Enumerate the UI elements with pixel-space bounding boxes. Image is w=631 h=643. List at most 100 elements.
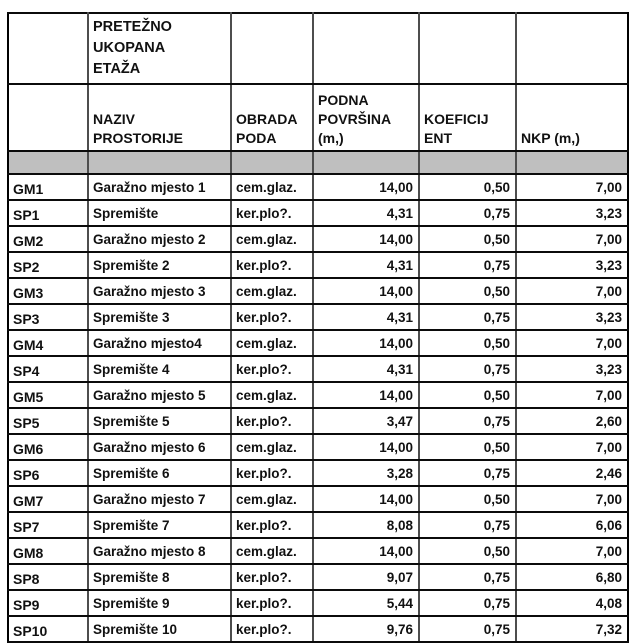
row-code-cell: SP9 xyxy=(7,589,89,617)
room-name-cell: Garažno mjesto 8 xyxy=(87,537,232,565)
header-coefficient-cell: KOEFICIJ ENT xyxy=(418,83,517,152)
floor-finish-cell: ker.plo?. xyxy=(230,251,314,279)
header-floor-finish-cell: OBRADA PODA xyxy=(230,83,314,152)
row-code-cell: SP10 xyxy=(7,615,89,643)
nkp-cell: 3,23 xyxy=(515,303,629,331)
row-code-cell: SP7 xyxy=(7,511,89,539)
row-code-cell: GM4 xyxy=(7,329,89,357)
room-name-cell: Garažno mjesto4 xyxy=(87,329,232,357)
floor-area-cell: 4,31 xyxy=(312,251,420,279)
room-name-cell: Spremište 8 xyxy=(87,563,232,591)
table-row: GM2 Garažno mjesto 2 cem.glaz. 14,00 0,50 7,0… xyxy=(7,225,629,253)
coefficient-cell: 0,75 xyxy=(418,459,517,487)
document-sheet: PRETEŽNO UKOPANA ETAŽA NAZIV PROSTORIJE … xyxy=(7,12,629,643)
room-name-cell: Garažno mjesto 2 xyxy=(87,225,232,253)
empty-cell xyxy=(230,12,314,85)
floor-finish-cell: cem.glaz. xyxy=(230,329,314,357)
nkp-cell: 3,23 xyxy=(515,199,629,227)
coefficient-cell: 0,75 xyxy=(418,563,517,591)
empty-cell xyxy=(7,12,89,85)
floor-finish-cell: ker.plo?. xyxy=(230,199,314,227)
room-name-cell: Garažno mjesto 7 xyxy=(87,485,232,513)
floor-finish-cell: cem.glaz. xyxy=(230,537,314,565)
floor-finish-cell: cem.glaz. xyxy=(230,173,314,201)
coefficient-cell: 0,75 xyxy=(418,407,517,435)
table-row: GM1 Garažno mjesto 1 cem.glaz. 14,00 0,50 7,0… xyxy=(7,173,629,201)
nkp-cell: 7,00 xyxy=(515,329,629,357)
table-row: SP3 Spremište 3 ker.plo?. 4,31 0,75 3,23 xyxy=(7,303,629,331)
row-code-cell: SP3 xyxy=(7,303,89,331)
floor-area-cell: 14,00 xyxy=(312,277,420,305)
row-code-cell: SP8 xyxy=(7,563,89,591)
row-code-cell: GM1 xyxy=(7,173,89,201)
spacer-cell xyxy=(312,150,420,175)
floor-area-cell: 9,07 xyxy=(312,563,420,591)
table-row: SP7 Spremište 7 ker.plo?. 8,08 0,75 6,06 xyxy=(7,511,629,539)
row-code-cell: SP2 xyxy=(7,251,89,279)
room-name-cell: Spremište 2 xyxy=(87,251,232,279)
room-name-cell: Spremište xyxy=(87,199,232,227)
floor-area-cell: 14,00 xyxy=(312,485,420,513)
nkp-cell: 7,00 xyxy=(515,485,629,513)
table-row: SP1 Spremište ker.plo?. 4,31 0,75 3,23 xyxy=(7,199,629,227)
nkp-cell: 7,00 xyxy=(515,381,629,409)
header-code-cell xyxy=(7,83,89,152)
floor-finish-cell: ker.plo?. xyxy=(230,563,314,591)
table-title-row: PRETEŽNO UKOPANA ETAŽA xyxy=(7,12,629,85)
table-row: SP10 Spremište 10 ker.plo?. 9,76 0,75 7,32 xyxy=(7,615,629,643)
floor-area-cell: 3,28 xyxy=(312,459,420,487)
row-code-cell: GM5 xyxy=(7,381,89,409)
room-name-cell: Spremište 3 xyxy=(87,303,232,331)
storey-title-cell: PRETEŽNO UKOPANA ETAŽA xyxy=(87,12,232,85)
floor-finish-cell: cem.glaz. xyxy=(230,485,314,513)
room-name-cell: Spremište 10 xyxy=(87,615,232,643)
row-code-cell: GM7 xyxy=(7,485,89,513)
room-name-cell: Spremište 5 xyxy=(87,407,232,435)
room-name-cell: Garažno mjesto 5 xyxy=(87,381,232,409)
floor-finish-cell: ker.plo?. xyxy=(230,589,314,617)
nkp-cell: 6,80 xyxy=(515,563,629,591)
table-row: SP2 Spremište 2 ker.plo?. 4,31 0,75 3,23 xyxy=(7,251,629,279)
nkp-cell: 7,00 xyxy=(515,537,629,565)
room-name-cell: Garažno mjesto 6 xyxy=(87,433,232,461)
coefficient-cell: 0,50 xyxy=(418,225,517,253)
coefficient-cell: 0,75 xyxy=(418,199,517,227)
nkp-cell: 7,00 xyxy=(515,433,629,461)
coefficient-cell: 0,50 xyxy=(418,485,517,513)
empty-cell xyxy=(312,12,420,85)
nkp-cell: 3,23 xyxy=(515,251,629,279)
table-body: GM1 Garažno mjesto 1 cem.glaz. 14,00 0,50 7,0… xyxy=(7,173,629,643)
floor-finish-cell: cem.glaz. xyxy=(230,381,314,409)
table-row: SP8 Spremište 8 ker.plo?. 9,07 0,75 6,80 xyxy=(7,563,629,591)
nkp-cell: 7,00 xyxy=(515,277,629,305)
spacer-row xyxy=(7,150,629,175)
floor-finish-cell: cem.glaz. xyxy=(230,433,314,461)
floor-finish-cell: ker.plo?. xyxy=(230,615,314,643)
spacer-cell xyxy=(230,150,314,175)
nkp-cell: 3,23 xyxy=(515,355,629,383)
coefficient-cell: 0,50 xyxy=(418,433,517,461)
coefficient-cell: 0,50 xyxy=(418,277,517,305)
spacer-cell xyxy=(515,150,629,175)
row-code-cell: GM6 xyxy=(7,433,89,461)
empty-cell xyxy=(515,12,629,85)
nkp-cell: 7,00 xyxy=(515,173,629,201)
coefficient-cell: 0,75 xyxy=(418,511,517,539)
floor-finish-cell: cem.glaz. xyxy=(230,277,314,305)
coefficient-cell: 0,50 xyxy=(418,173,517,201)
table-row: SP4 Spremište 4 ker.plo?. 4,31 0,75 3,23 xyxy=(7,355,629,383)
row-code-cell: GM3 xyxy=(7,277,89,305)
table-header-row: NAZIV PROSTORIJE OBRADA PODA PODNA POVRŠ… xyxy=(7,83,629,152)
row-code-cell: SP4 xyxy=(7,355,89,383)
floor-finish-cell: ker.plo?. xyxy=(230,407,314,435)
room-area-table: PRETEŽNO UKOPANA ETAŽA NAZIV PROSTORIJE … xyxy=(7,12,629,643)
floor-area-cell: 8,08 xyxy=(312,511,420,539)
table-row: SP9 Spremište 9 ker.plo?. 5,44 0,75 4,08 xyxy=(7,589,629,617)
floor-area-cell: 4,31 xyxy=(312,199,420,227)
room-name-cell: Spremište 7 xyxy=(87,511,232,539)
floor-finish-cell: ker.plo?. xyxy=(230,459,314,487)
nkp-cell: 6,06 xyxy=(515,511,629,539)
coefficient-cell: 0,50 xyxy=(418,381,517,409)
floor-finish-cell: cem.glaz. xyxy=(230,225,314,253)
room-name-cell: Garažno mjesto 3 xyxy=(87,277,232,305)
